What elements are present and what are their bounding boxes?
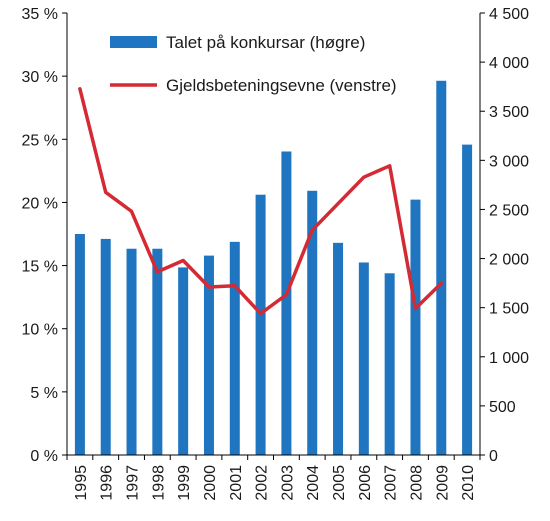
bar-2002	[255, 194, 266, 455]
x-tick-label: 1997	[125, 465, 142, 501]
x-tick-label: 2010	[460, 465, 477, 501]
x-tick-label: 2006	[357, 465, 374, 501]
legend: Talet på konkursar (høgre) Gjeldsbetening…	[110, 33, 397, 95]
right-tick-label: 2 000	[489, 252, 529, 269]
bar-2001	[229, 241, 240, 455]
bar-1999	[178, 267, 189, 455]
x-tick-label: 1999	[176, 465, 193, 501]
left-tick-label: 15 %	[22, 259, 58, 276]
legend-line-label: Gjeldsbeteningsevne (venstre)	[166, 76, 397, 95]
line-series	[78, 87, 444, 316]
bar-2009	[436, 80, 447, 456]
left-tick-label: 25 %	[22, 132, 58, 149]
bar-2005	[333, 242, 344, 455]
bar-1998	[152, 248, 163, 455]
left-tick-label: 5 %	[30, 385, 58, 402]
left-tick-label: 35 %	[22, 6, 58, 23]
bar-2004	[307, 190, 318, 455]
right-tick-label: 2 500	[489, 202, 529, 219]
bar-2010	[462, 144, 473, 455]
x-tick-label: 2001	[228, 465, 245, 501]
right-tick-label: 0	[489, 448, 498, 465]
left-tick-label: 30 %	[22, 69, 58, 86]
left-tick-label: 0 %	[30, 448, 58, 465]
x-tick-label: 2005	[331, 465, 348, 501]
right-tick-label: 1 500	[489, 301, 529, 318]
bar-1997	[126, 248, 137, 455]
bar-1996	[100, 238, 111, 455]
bar-2003	[281, 151, 292, 455]
x-tick-label: 2003	[279, 465, 296, 501]
bar-2006	[358, 262, 369, 455]
x-tick-label: 2000	[202, 465, 219, 501]
x-tick-label: 1998	[150, 465, 167, 501]
bar-1995	[74, 234, 85, 455]
x-tick-label: 2007	[383, 465, 400, 501]
bar-series	[74, 80, 473, 456]
x-tick-label: 1996	[99, 465, 116, 501]
x-tick-label: 2008	[408, 465, 425, 501]
x-tick-label: 2002	[254, 465, 271, 501]
x-tick-label: 2009	[434, 465, 451, 501]
left-tick-label: 20 %	[22, 195, 58, 212]
legend-bar-label: Talet på konkursar (høgre)	[166, 33, 365, 52]
left-tick-label: 10 %	[22, 322, 58, 339]
axes: 0 % 5 % 10 % 15 % 20 % 25 % 30 % 35 % 0 500 1 000 1…	[22, 6, 530, 501]
x-tick-label: 1995	[73, 465, 90, 501]
bar-2007	[384, 273, 395, 455]
right-tick-label: 3 000	[489, 153, 529, 170]
bar-2000	[203, 255, 214, 455]
right-tick-label: 500	[489, 399, 516, 416]
x-tick-label: 2004	[305, 465, 322, 501]
bar-2008	[410, 199, 421, 455]
right-tick-label: 4 500	[489, 6, 529, 23]
right-tick-label: 3 500	[489, 104, 529, 121]
right-tick-label: 1 000	[489, 350, 529, 367]
right-tick-label: 4 000	[489, 55, 529, 72]
legend-bar-swatch	[110, 36, 157, 48]
